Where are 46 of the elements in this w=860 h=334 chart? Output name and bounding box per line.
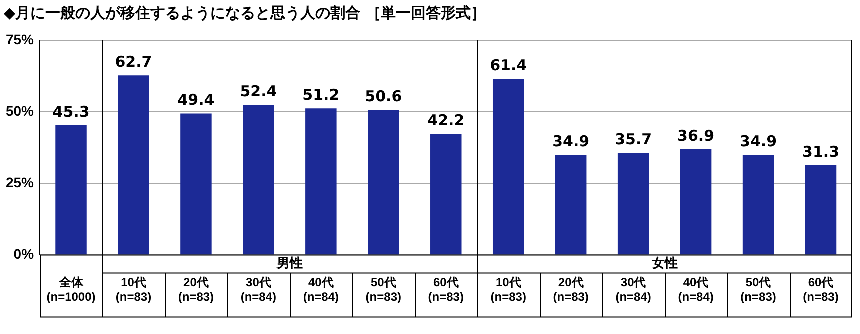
- y-tick-label: 0%: [14, 246, 35, 262]
- x-tick-label: 60代 (n=83): [428, 276, 464, 304]
- data-label: 51.2: [302, 86, 340, 104]
- x-tick-label: 10代 (n=83): [116, 276, 152, 304]
- data-label: 62.7: [115, 53, 152, 72]
- text: 男性: [276, 256, 303, 272]
- bar: [618, 152, 650, 255]
- bar: [118, 76, 150, 255]
- x-tick-label: 30代 (n=84): [616, 276, 652, 304]
- y-tick-label: 75%: [6, 31, 35, 48]
- data-label: 45.3: [52, 102, 90, 121]
- chart-title: ◆月に一般の人が移住するようになると思う人の割合 ［単一回答形式］: [3, 3, 487, 24]
- data-label: 31.3: [802, 142, 840, 161]
- x-tick-label: 40代 (n=84): [678, 276, 714, 304]
- x-tick-label: 50代 (n=83): [740, 276, 776, 304]
- bar: [56, 125, 87, 255]
- bar: [555, 155, 587, 255]
- x-tick-label: 60代 (n=83): [803, 276, 839, 304]
- data-label: 49.4: [178, 91, 215, 110]
- data-label: 34.9: [740, 132, 778, 151]
- bar: [430, 134, 462, 255]
- bar: [742, 155, 774, 255]
- y-tick-label: 50%: [6, 102, 35, 119]
- x-tick-label: 50代 (n=83): [366, 276, 402, 304]
- x-tick-label: 40代 (n=84): [303, 276, 340, 304]
- x-tick-label: 全体 (n=1000): [46, 276, 96, 304]
- bar: [368, 110, 400, 255]
- data-label: 35.7: [615, 130, 652, 148]
- data-label: 52.4: [240, 82, 278, 101]
- bar: [243, 105, 274, 255]
- x-tick-label: 20代 (n=83): [553, 276, 589, 304]
- bar: [680, 150, 712, 255]
- x-tick-label: 30代 (n=84): [240, 276, 277, 304]
- y-tick-label: 25%: [6, 174, 35, 190]
- bar: [805, 166, 837, 255]
- data-label: 61.4: [490, 56, 528, 75]
- data-label: 34.9: [552, 132, 590, 151]
- bar: [306, 108, 337, 255]
- bar: [492, 79, 524, 255]
- x-tick-label: 10代 (n=83): [490, 276, 526, 304]
- x-tick-label: 20代 (n=83): [178, 276, 214, 304]
- data-label: 42.2: [428, 112, 465, 130]
- text: 女性: [650, 256, 678, 272]
- data-label: 36.9: [678, 126, 715, 145]
- bar: [180, 114, 212, 255]
- data-label: 50.6: [365, 88, 402, 106]
